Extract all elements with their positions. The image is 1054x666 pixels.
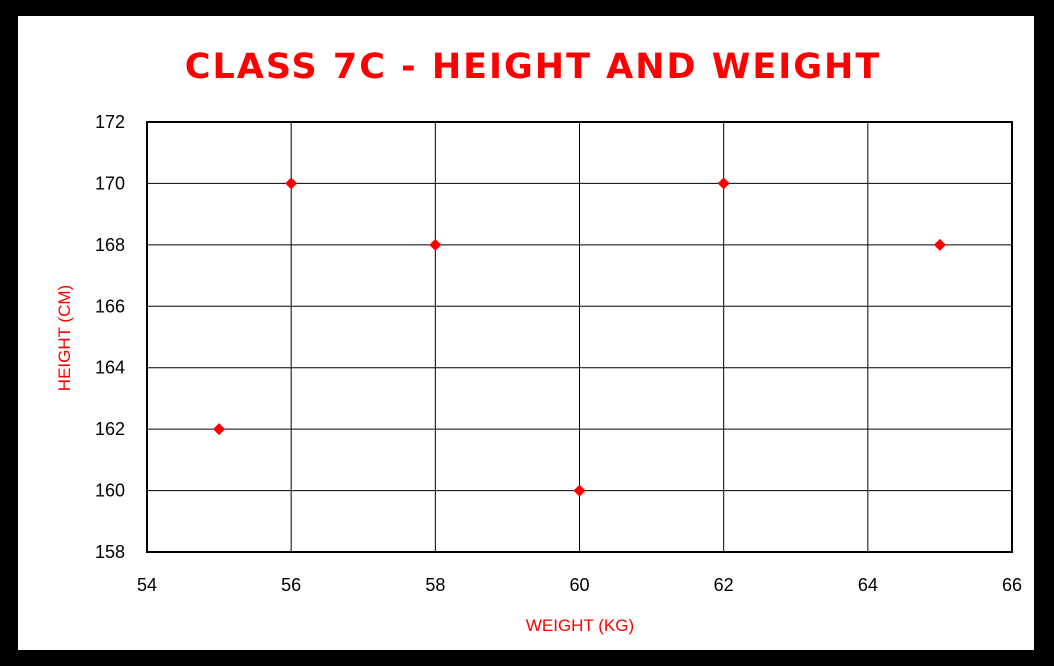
chart-title: CLASS 7C - HEIGHT AND WEIGHT	[185, 47, 881, 87]
data-points	[213, 177, 946, 497]
y-tick-label: 160	[95, 481, 125, 501]
data-point	[573, 484, 586, 497]
y-tick-label: 166	[95, 296, 125, 316]
data-point	[717, 177, 730, 190]
y-tick-label: 162	[95, 419, 125, 439]
data-point	[285, 177, 298, 190]
y-axis-label: HEIGHT (CM)	[55, 285, 74, 391]
x-tick-label: 64	[858, 575, 878, 595]
data-point	[213, 423, 226, 436]
data-point	[933, 238, 946, 251]
x-axis-ticks: 54 56 58 60 62 64 66	[137, 575, 1022, 595]
x-tick-label: 54	[137, 575, 157, 595]
y-axis-ticks: 158 160 162 164 166 168 170 172	[95, 112, 125, 562]
y-tick-label: 170	[95, 173, 125, 193]
y-tick-label: 158	[95, 542, 125, 562]
y-tick-label: 164	[95, 358, 125, 378]
x-axis-label: WEIGHT (KG)	[526, 616, 634, 635]
x-tick-label: 56	[281, 575, 301, 595]
x-tick-label: 60	[569, 575, 589, 595]
x-tick-label: 66	[1002, 575, 1022, 595]
x-tick-label: 58	[425, 575, 445, 595]
x-tick-label: 62	[714, 575, 734, 595]
y-tick-label: 168	[95, 235, 125, 255]
plot-area	[146, 121, 1013, 553]
y-tick-label: 172	[95, 112, 125, 132]
data-point	[429, 238, 442, 251]
